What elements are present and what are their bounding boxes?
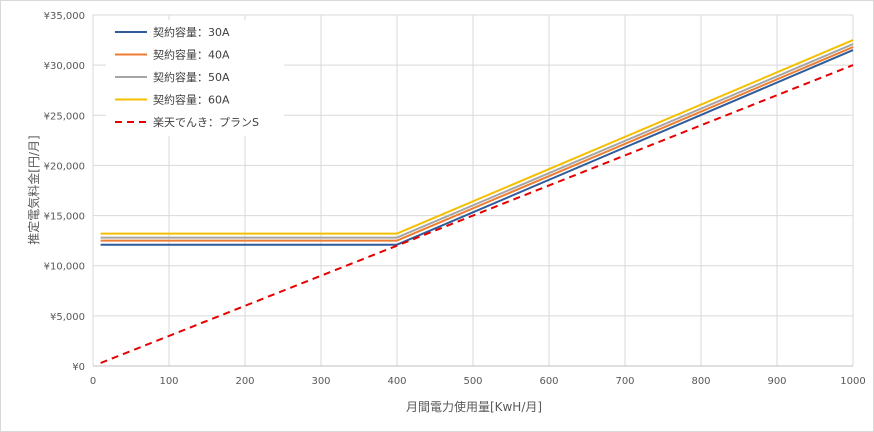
- y-axis-title: 推定電気料金[円/月]: [26, 135, 41, 244]
- x-tick-label: 400: [387, 376, 406, 387]
- x-tick-label: 600: [539, 376, 558, 387]
- legend: 契約容量：30A 契約容量：40A 契約容量：50A 契約容量：60A 楽天でんき：プラ…: [106, 20, 284, 136]
- grid: [93, 14, 854, 366]
- x-tick-label: 100: [159, 376, 178, 387]
- y-tick-label: ¥35,000: [44, 11, 85, 22]
- series-line-3: [100, 43, 854, 239]
- x-axis-title: 月間電力使用量[KwH/月]: [406, 399, 542, 414]
- x-tick-label: 900: [767, 376, 786, 387]
- x-tick-label: 800: [691, 376, 710, 387]
- series-line-4: [100, 39, 854, 235]
- legend-label: 契約容量：50A: [153, 70, 230, 84]
- x-tick-label: 700: [615, 376, 634, 387]
- legend-label: 楽天でんき：プランS: [153, 116, 259, 129]
- series-line-2: [100, 46, 854, 242]
- series-lines: [100, 39, 854, 364]
- x-tick-label: 1000: [840, 376, 865, 387]
- y-tick-label: ¥10,000: [44, 262, 85, 273]
- series-line-1: [100, 49, 854, 246]
- x-tick-label: 500: [463, 376, 482, 387]
- x-tick-label: 300: [311, 376, 330, 387]
- y-tick-label: ¥15,000: [44, 212, 85, 223]
- axes: [92, 15, 853, 367]
- x-tick-label: 0: [90, 376, 96, 387]
- y-tick-label: ¥5,000: [50, 312, 85, 323]
- y-tick-label: ¥20,000: [44, 161, 85, 172]
- y-tick-label: ¥25,000: [44, 111, 85, 122]
- series-line-5: [100, 64, 854, 364]
- y-tick-label: ¥0: [72, 362, 85, 373]
- x-tick-label: 200: [235, 376, 254, 387]
- y-tick-label: ¥30,000: [44, 61, 85, 72]
- legend-label: 契約容量：30A: [153, 25, 230, 39]
- legend-label: 契約容量：40A: [153, 48, 230, 62]
- tick-labels: 0 100 200 300 400 500 600 700 800 900 1000 ¥0 ¥5,000…: [44, 11, 866, 387]
- legend-label: 契約容量：60A: [153, 93, 230, 107]
